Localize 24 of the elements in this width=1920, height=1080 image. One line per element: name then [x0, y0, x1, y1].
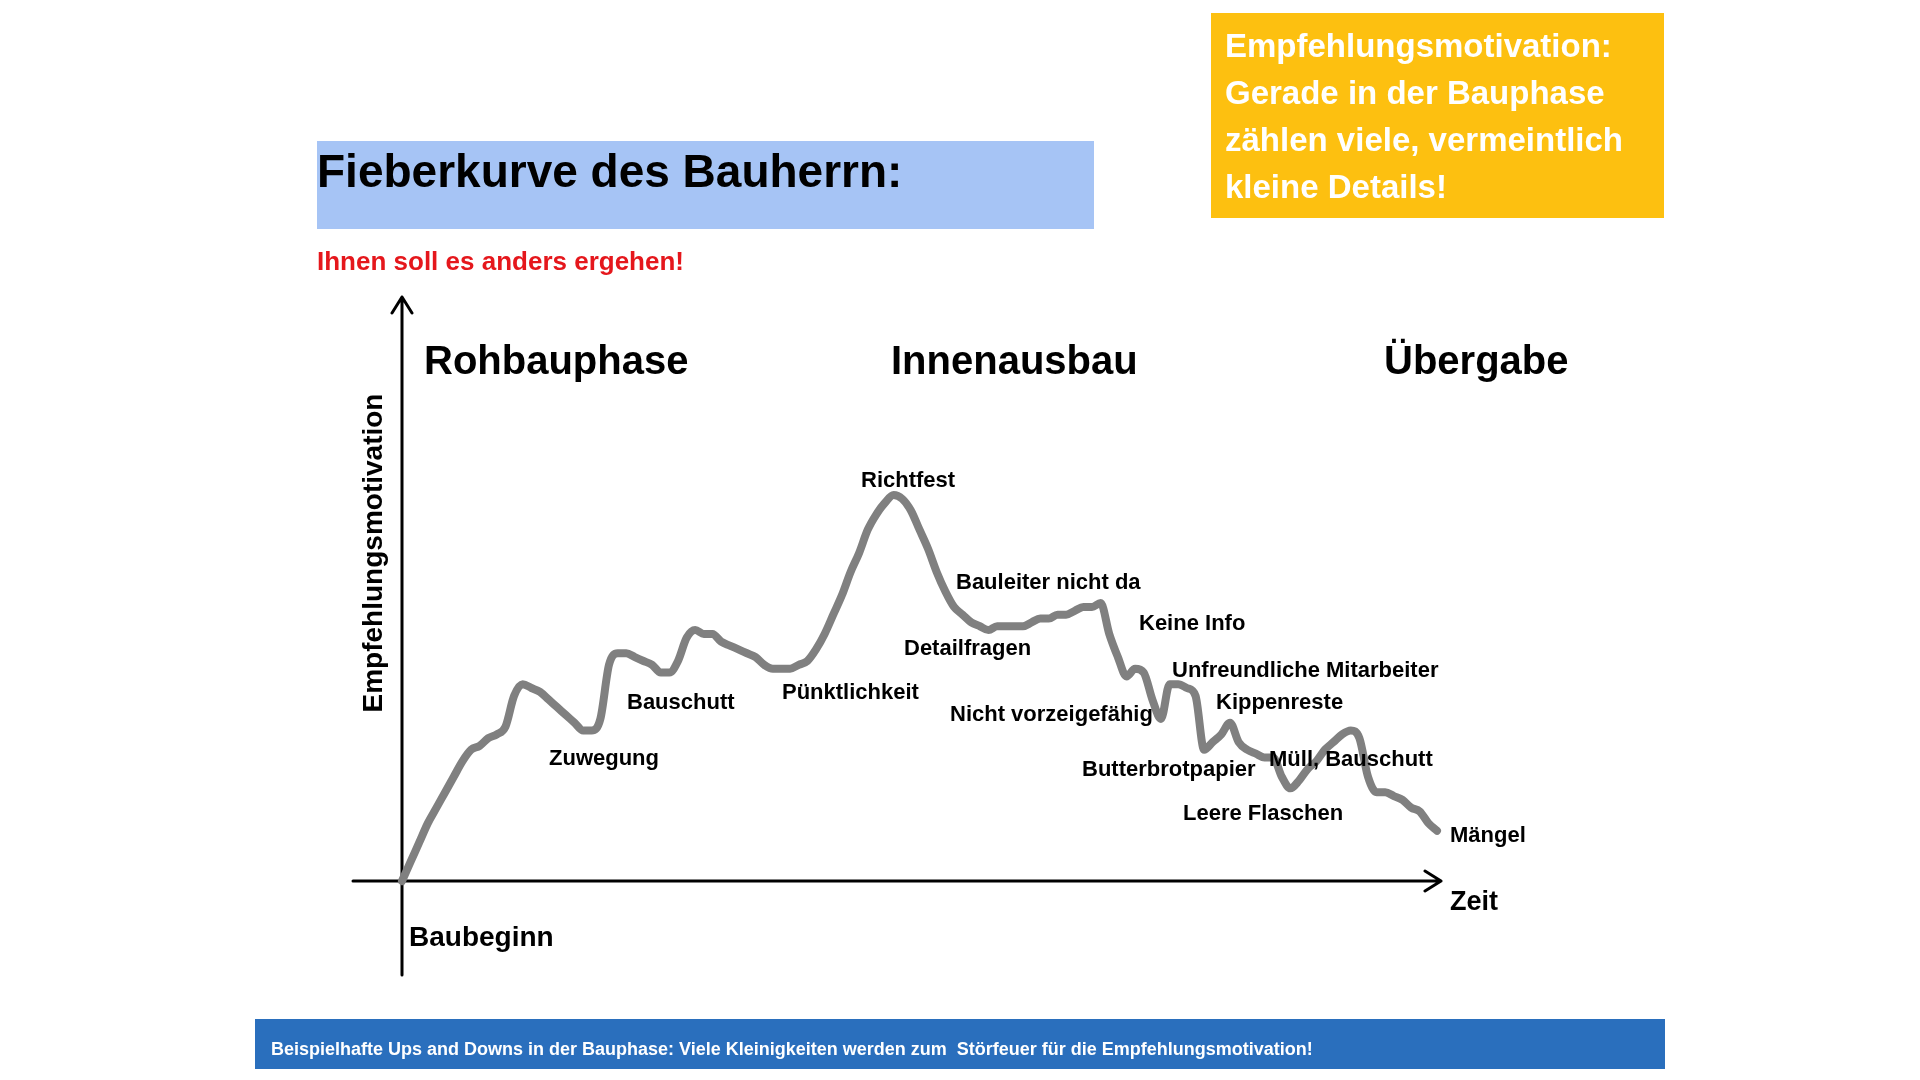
text: Rohbauphase: [424, 338, 689, 382]
annotation: Unfreundliche Mitarbeiter: [1172, 657, 1439, 682]
text: Beispielhafte Ups and Downs in der Bauphase: Viele Kleinigkeiten werden zum Störfeuer für die Empfehlungsmotivation!: [271, 1039, 1313, 1059]
annotation: Zuwegung: [549, 745, 659, 770]
annotation: Pünktlichkeit: [782, 679, 919, 704]
y-axis-title: Empfehlungsmotivation: [357, 393, 388, 713]
annotation: Bauleiter nicht da: [956, 569, 1141, 594]
text: Empfehlungsmotivation: Gerade in der Bauphase zählen viele, vermeintlich kleine Details!: [1225, 26, 1624, 207]
annotation: Müll, Bauschutt: [1269, 746, 1433, 771]
annotation: Bauschutt: [627, 689, 735, 714]
text: Richtfest: [861, 467, 956, 492]
annotation: Nicht vorzeigefähig: [950, 701, 1153, 726]
chart-title: Fieberkurve des Bauherrn:: [317, 145, 903, 197]
chart-subtitle: Ihnen soll es anders ergehen!: [317, 246, 684, 276]
text: Innenausbau: [891, 338, 1138, 382]
x-axis-title: Zeit: [1450, 886, 1499, 916]
text: Übergabe: [1384, 338, 1569, 382]
annotation: Detailfragen: [904, 635, 1032, 660]
annotation: Kippenreste: [1216, 689, 1344, 714]
annotation: Butterbrotpapier: [1082, 756, 1256, 781]
text: Baubeginn: [409, 921, 554, 952]
text: Mängel: [1450, 822, 1526, 847]
annotation: Leere Flaschen: [1183, 800, 1344, 825]
annotation: Keine Info: [1139, 610, 1246, 635]
